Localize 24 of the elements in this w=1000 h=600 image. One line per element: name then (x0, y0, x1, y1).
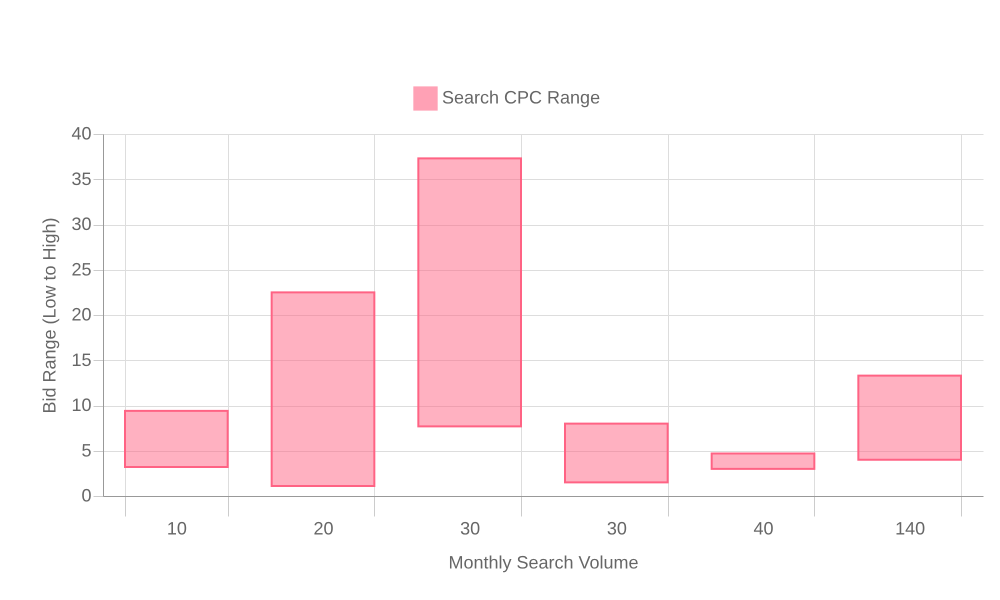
x-tick-label: 30 (606, 518, 627, 538)
y-tick-label: 0 (81, 486, 92, 506)
x-tick-label: 30 (460, 518, 480, 538)
bar (270, 291, 376, 488)
x-axis-title: Monthly Search Volume (448, 552, 639, 572)
y-axis-title: Bid Range (Low to High) (39, 217, 60, 414)
y-tick-label: 35 (71, 168, 92, 189)
y-tick-label: 25 (71, 259, 92, 280)
bar (710, 452, 816, 470)
bar (417, 157, 522, 428)
legend-label: Search CPC Range (442, 88, 600, 108)
y-tick-label: 15 (71, 350, 92, 370)
x-tick-label: 40 (753, 518, 774, 538)
x-tick-label: 20 (313, 518, 334, 538)
bar (857, 374, 962, 461)
y-tick-label: 30 (71, 214, 92, 234)
y-tick-label: 5 (81, 440, 92, 460)
y-tick-label: 20 (71, 304, 92, 324)
bar (124, 410, 229, 468)
y-tick-label: 10 (71, 395, 92, 415)
x-tick-label: 140 (895, 518, 926, 538)
y-tick-label: 40 (71, 124, 92, 144)
bar (564, 422, 669, 484)
x-tick-label: 10 (166, 518, 187, 538)
